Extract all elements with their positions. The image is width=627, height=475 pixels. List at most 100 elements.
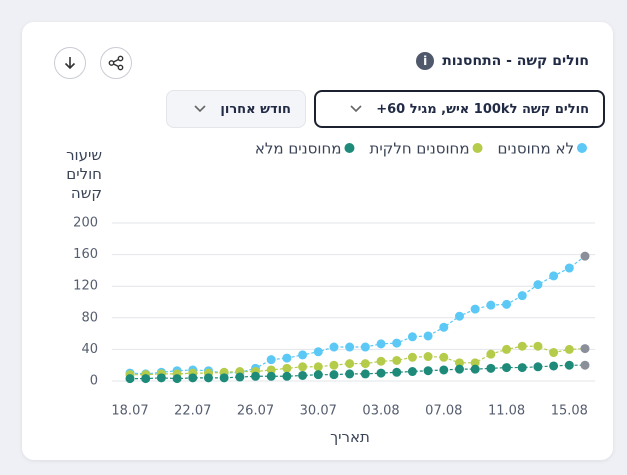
legend-marker [577, 143, 587, 153]
data-point [454, 364, 464, 374]
data-point [266, 355, 276, 365]
data-point [376, 339, 386, 349]
data-point [470, 358, 480, 368]
data-point [282, 353, 292, 363]
y-tick-label: 200 [73, 216, 98, 231]
data-point [392, 367, 402, 377]
data-point [266, 365, 276, 375]
data-point [533, 341, 543, 351]
share-icon [108, 55, 124, 71]
data-point [172, 374, 182, 384]
y-tick-label: 0 [90, 374, 98, 389]
data-point [329, 360, 339, 370]
x-tick-label: 03.08 [362, 404, 399, 419]
data-point [298, 362, 308, 372]
data-point [345, 342, 355, 352]
data-point [298, 370, 308, 380]
x-tick-label: 30.07 [300, 404, 337, 419]
legend-label: לא מחוסנים [498, 140, 574, 158]
x-tick-label: 11.08 [488, 404, 525, 419]
data-point [502, 363, 512, 373]
data-point [517, 291, 527, 301]
period-dropdown-text: חודש אחרון [220, 101, 291, 117]
data-point [125, 374, 135, 384]
data-point [423, 331, 433, 341]
y-axis-label: שיעור חולים קשה [66, 146, 102, 202]
header: חולים קשה - התחסנות i [416, 52, 589, 70]
data-point [313, 347, 323, 357]
data-point [407, 352, 417, 362]
x-tick-label: 15.08 [551, 404, 588, 419]
x-tick-label: 22.07 [174, 404, 211, 419]
data-point [502, 344, 512, 354]
data-point [376, 356, 386, 366]
data-point [454, 358, 464, 368]
chart-title: חולים קשה - התחסנות [442, 53, 589, 69]
data-point [360, 359, 370, 369]
series-line [129, 255, 586, 375]
y-tick-label: 160 [73, 247, 98, 262]
data-point [439, 352, 449, 362]
data-point [313, 370, 323, 380]
data-point [141, 374, 151, 384]
period-dropdown[interactable]: חודש אחרון [166, 90, 306, 128]
data-point [407, 367, 417, 377]
download-icon [64, 57, 76, 70]
data-point [517, 363, 527, 373]
data-point [423, 366, 433, 376]
data-point [486, 363, 496, 373]
series-line [130, 345, 586, 376]
data-point [502, 299, 512, 309]
data-point [470, 364, 480, 374]
share-button[interactable] [100, 47, 132, 79]
x-tick-label: 18.07 [111, 404, 148, 419]
data-point [345, 359, 355, 369]
data-point [219, 373, 229, 383]
data-point [517, 341, 527, 351]
chevron [350, 105, 362, 113]
data-point [564, 360, 574, 370]
data-point [282, 371, 292, 381]
legend-label: מחוסנים מלא [255, 140, 342, 158]
legend-marker [344, 143, 355, 153]
data-point [564, 344, 574, 354]
data-point [407, 332, 417, 342]
data-point [298, 350, 308, 360]
y-tick-label: 120 [73, 279, 98, 294]
data-point [203, 373, 213, 383]
data-point [392, 355, 402, 365]
data-point [580, 251, 590, 261]
data-point [313, 362, 323, 372]
data-point [282, 363, 292, 373]
data-point [549, 271, 559, 281]
data-point [486, 349, 496, 359]
data-point [533, 362, 543, 372]
x-axis-label: תאריך [330, 428, 370, 446]
data-point [564, 263, 574, 273]
data-point [188, 373, 198, 383]
data-point [266, 371, 276, 381]
data-point [376, 368, 386, 378]
download-button[interactable] [54, 47, 86, 79]
data-point [439, 365, 449, 375]
data-point [533, 280, 543, 290]
data-point [580, 344, 590, 354]
data-point [251, 371, 261, 381]
data-point [360, 369, 370, 379]
data-point [549, 348, 559, 358]
data-point [329, 342, 339, 352]
metric-dropdown[interactable]: חולים קשה ל100k איש, מגיל 60+ [314, 90, 605, 128]
y-tick-label: 40 [81, 342, 98, 357]
data-point [470, 304, 480, 314]
data-point [392, 338, 402, 348]
legend-label: מחוסנים חלקית [369, 140, 469, 158]
data-point [454, 311, 464, 321]
x-tick-label: 07.08 [425, 404, 462, 419]
info-icon[interactable]: i [416, 52, 435, 70]
data-point [360, 342, 370, 352]
metric-dropdown-text: חולים קשה ל100k איש, מגיל 60+ [376, 101, 589, 117]
data-point [329, 370, 339, 380]
data-point [439, 322, 449, 332]
